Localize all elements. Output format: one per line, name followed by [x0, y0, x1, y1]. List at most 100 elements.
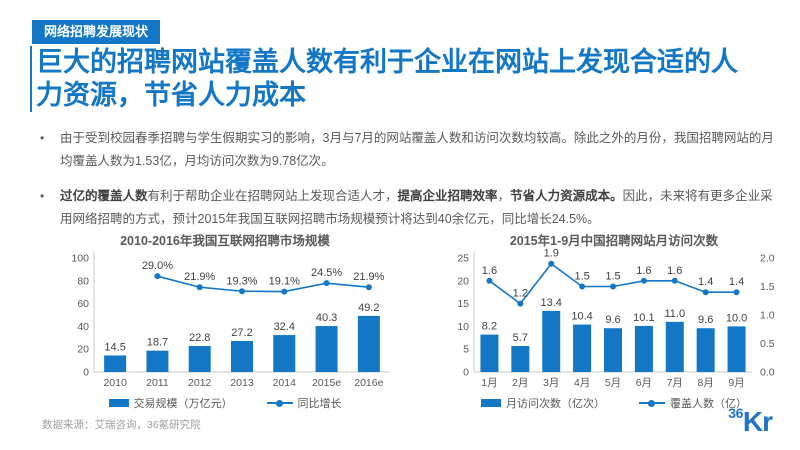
y-axis-tick-label: 80 [77, 275, 89, 287]
bar-data-label: 10.4 [571, 311, 592, 323]
bar [727, 326, 746, 372]
line-dot [548, 260, 555, 267]
line-dot [365, 284, 372, 291]
chart-monthly-visits: 2015年1-9月中国招聘网站月访问次数 0 5 10 15 20 25 0.0 0.5 1.0… [436, 230, 792, 411]
bar [357, 315, 380, 372]
line-dot [610, 283, 616, 290]
bullet-marker: • [40, 131, 45, 145]
line-dot [486, 277, 493, 284]
bar [480, 334, 499, 372]
bar-data-label: 11.0 [664, 308, 685, 320]
bar-data-label: 27.2 [231, 327, 252, 339]
bar [665, 321, 684, 372]
line-dot [323, 280, 330, 287]
line-data-label: 24.5% [311, 267, 342, 279]
bar-data-label: 40.3 [316, 312, 337, 324]
bar-data-label: 8.2 [482, 321, 497, 333]
legend-label: 覆盖人数（亿） [670, 398, 747, 410]
bar-data-label: 9.6 [605, 314, 620, 326]
bullet-marker: • [40, 189, 45, 203]
bullet-list: • 由于受到校园春季招聘与学生假期实习的影响，3月与7月的网站覆盖人数和访问次数… [40, 127, 776, 243]
bar [542, 310, 561, 372]
data-source-note: 数据来源：艾瑞咨询，36氪研究院 [42, 419, 201, 431]
line-dot [196, 284, 203, 291]
chart-title: 2015年1-9月中国招聘网站月访问次数 [509, 234, 719, 248]
legend-item-line: 同比增长 [266, 395, 342, 411]
line-series [157, 275, 369, 293]
y-axis-tick-label: 0 [83, 367, 89, 379]
bar-data-label: 32.4 [274, 321, 295, 333]
bar-data-label: 22.8 [189, 332, 210, 344]
x-axis-category-label: 2010 [103, 377, 127, 389]
bar [273, 335, 296, 372]
page-title: 巨大的招聘网站覆盖人数有利于企业在网站上发现合适的人力资源，节省人力成本 [30, 46, 752, 112]
line-data-label: 1.5 [605, 271, 620, 283]
legend-label: 交易规模（万亿元） [133, 398, 233, 410]
bullet-bold-segment: 节省人力资源成本。 [510, 189, 623, 203]
line-data-label: 19.3% [226, 275, 257, 287]
y-axis-tick-label: 100 [71, 253, 89, 265]
bullet-text: 过亿的覆盖人数有利于帮助企业在招聘网站上发现合适人才，提高企业招聘效率，节省人力… [60, 185, 776, 230]
bullet-item-1: • 由于受到校园春季招聘与学生假期实习的影响，3月与7月的网站覆盖人数和访问次数… [40, 127, 776, 172]
chart-legend: 交易规模（万亿元） 同比增长 [50, 395, 400, 411]
line-dot [702, 289, 709, 296]
x-axis-category-label: 9月 [728, 377, 744, 389]
bar-data-label: 5.7 [513, 332, 528, 344]
line-data-label: 1.2 [513, 288, 528, 300]
bar-data-label: 10.1 [633, 312, 654, 324]
bullet-item-2: • 过亿的覆盖人数有利于帮助企业在招聘网站上发现合适人才，提高企业招聘效率，节省… [40, 185, 776, 230]
brand-logo: 36Kr [728, 405, 773, 437]
chart-legend: 月访问次数（亿次） 覆盖人数（亿） [436, 395, 792, 411]
chart-market-scale: 2010-2016年我国互联网招聘市场规模 0 20 40 60 80 100 2010 20… [50, 230, 400, 411]
bar-data-label: 9.6 [698, 314, 713, 326]
line-marker-icon [266, 399, 293, 407]
legend-label: 月访问次数（亿次） [506, 398, 605, 410]
line-data-label: 1.6 [667, 265, 682, 277]
logo-36-text: 36 [728, 405, 743, 421]
bullet-segment: ， [497, 189, 511, 203]
logo-kr-text: Kr [742, 406, 773, 437]
bullet-bold-segment: 过亿的覆盖人数 [60, 189, 148, 203]
x-axis-category-label: 2011 [146, 377, 169, 389]
y-axis-tick-label: 20 [77, 344, 89, 356]
line-dot [154, 273, 161, 280]
y-axis-tick-label: 60 [77, 298, 89, 310]
line-dot [671, 277, 678, 284]
y-axis-tick-label: 25 [457, 253, 469, 265]
line-dot [517, 300, 524, 307]
x-axis-category-label: 3月 [543, 377, 559, 389]
bar [696, 328, 715, 372]
bar [231, 340, 253, 372]
line-data-label: 1.9 [544, 248, 559, 260]
line-dot [239, 288, 245, 295]
bar [188, 346, 211, 372]
x-axis-category-label: 2015e [312, 377, 341, 389]
line-data-label: 21.9% [184, 271, 215, 283]
bullet-text: 由于受到校园春季招聘与学生假期实习的影响，3月与7月的网站覆盖人数和访问次数均较… [60, 131, 774, 168]
legend-label: 同比增长 [297, 398, 342, 410]
line-dot [733, 289, 740, 296]
secondary-axis-tick-label: 1.5 [760, 281, 775, 293]
bar [604, 328, 622, 372]
y-axis-tick-label: 20 [457, 275, 469, 287]
bullet-segment: 因此，未来将有更多企业采用网络招聘的方式，预计2015年我国互联网招聘市场规模预… [60, 189, 773, 226]
line-dot-icon [648, 399, 655, 407]
monthly-visits-chart-canvas: 0 5 10 15 20 25 0.0 0.5 1.0 1.5 2.0 1月 2月 3月 4月 5月 6月 7月 8… [457, 248, 775, 389]
section-tag-badge: 网络招聘发展现状 [32, 20, 161, 44]
bar-data-label: 49.2 [358, 302, 379, 314]
x-axis-category-label: 2012 [188, 377, 212, 389]
line-dot-icon [275, 399, 283, 407]
line-data-label: 1.5 [574, 271, 589, 283]
legend-item-bar: 交易规模（万亿元） [108, 395, 233, 411]
x-axis-category-label: 4月 [574, 377, 590, 389]
bullet-bold-segment: 提高企业招聘效率 [397, 189, 498, 203]
bar [146, 350, 169, 372]
y-axis-tick-label: 15 [457, 298, 469, 310]
y-axis-tick-label: 0 [463, 367, 469, 379]
y-axis-tick-label: 5 [463, 344, 469, 356]
bar [511, 346, 530, 372]
secondary-axis-tick-label: 1.0 [760, 310, 775, 322]
bullet-segment: 有利于帮助企业在招聘网站上发现合适人才， [147, 189, 398, 203]
bar [573, 324, 592, 372]
